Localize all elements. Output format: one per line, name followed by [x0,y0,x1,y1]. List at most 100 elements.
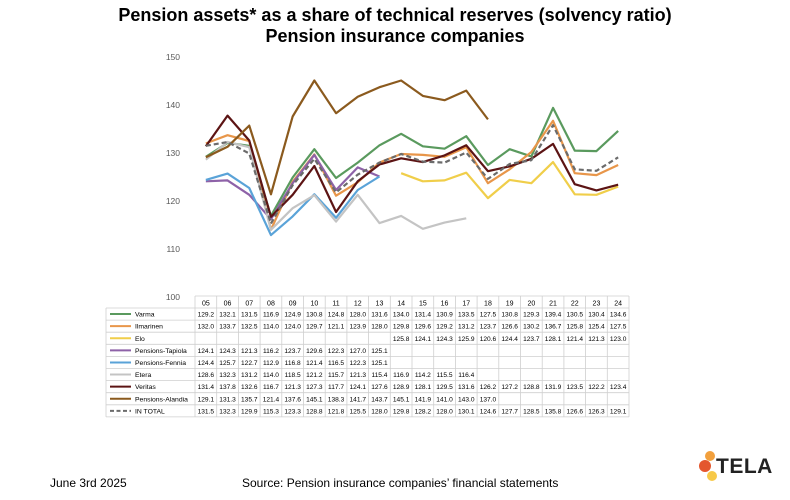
data-label: 116.2 [263,348,279,355]
data-label: 121.2 [306,372,323,379]
legend-label: IN TOTAL [135,408,165,415]
data-label: 117.7 [328,384,344,391]
series-line [205,124,619,225]
data-label: 126.2 [480,384,497,391]
data-label: 126.6 [501,324,518,331]
data-label: 124.0 [284,324,301,331]
data-label: 130.8 [501,312,518,319]
data-label: 129.5 [436,384,453,391]
legend-label: Pensions-Tapiola [135,348,187,355]
data-label: 139.4 [545,312,562,319]
data-label: 121.4 [263,396,280,403]
data-label: 137.0 [480,396,497,403]
data-label: 121.3 [284,384,301,391]
y-tick-label: 140 [166,100,180,110]
data-label: 130.2 [523,324,540,331]
data-label: 123.7 [284,348,301,355]
data-label: 130.4 [588,312,605,319]
data-label: 115.5 [437,372,453,379]
data-label: 124.1 [415,336,432,343]
data-label: 130.9 [436,312,453,319]
data-label: 123.7 [523,336,540,343]
data-label: 128.2 [415,408,432,415]
data-label: 123.0 [610,336,627,343]
data-label: 131.3 [219,396,236,403]
data-label: 143.0 [458,396,475,403]
data-label: 128.5 [523,408,540,415]
x-tick-label: 11 [332,301,339,308]
x-tick-label: 16 [441,301,449,308]
chart-subtitle: Pension insurance companies [265,26,525,46]
data-label: 128.0 [349,312,366,319]
data-label: 121.4 [566,336,583,343]
data-label: 134.0 [393,312,410,319]
legend-label: Varma [135,312,155,319]
data-label: 132.0 [198,324,215,331]
data-label: 124.6 [480,408,497,415]
data-label: 114.2 [415,372,431,379]
x-tick-label: 22 [571,301,579,308]
data-label: 116.9 [393,372,409,379]
legend-label: Pensions-Fennia [135,360,186,367]
x-tick-label: 20 [527,301,535,308]
data-label: 131.6 [371,312,388,319]
data-label: 122.7 [241,360,258,367]
data-label: 116.9 [263,312,279,319]
footer-date: June 3rd 2025 [50,476,127,490]
series-line [204,114,619,218]
data-label: 124.8 [328,312,345,319]
x-tick-label: 07 [245,301,253,308]
data-label: 125.1 [371,360,388,367]
data-label: 127.5 [480,312,497,319]
data-label: 141.7 [349,396,366,403]
y-tick-label: 130 [166,148,180,158]
data-label: 121.3 [588,336,605,343]
data-label: 134.6 [610,312,627,319]
data-label: 120.6 [480,336,497,343]
data-label: 129.9 [241,408,258,415]
data-label: 121.4 [306,360,323,367]
data-label: 124.1 [349,384,366,391]
data-label: 128.0 [371,408,388,415]
footer-source: Source: Pension insurance companies’ fin… [242,476,559,490]
x-tick-label: 21 [549,301,557,308]
data-label: 128.8 [306,408,323,415]
data-label: 129.6 [306,348,323,355]
data-label: 136.7 [545,324,562,331]
x-tick-label: 19 [506,301,514,308]
data-label: 132.6 [241,384,258,391]
logo-text: TELA [716,455,773,478]
data-label: 129.2 [436,324,453,331]
data-label: 132.1 [219,312,236,319]
series-line [205,172,381,237]
tela-logo-icon [699,451,717,481]
data-label: 141.9 [415,396,432,403]
data-label: 131.5 [241,312,258,319]
data-label: 138.3 [328,396,345,403]
data-label: 121.3 [241,348,258,355]
data-label: 122.2 [588,384,605,391]
data-label: 124.3 [219,348,236,355]
data-label: 128.1 [415,384,432,391]
data-label: 116.7 [263,384,279,391]
legend-label: Ilmarinen [135,324,163,331]
x-tick-label: 08 [267,301,275,308]
data-label: 137.8 [219,384,236,391]
data-label: 131.4 [198,384,215,391]
legend-label: Etera [135,372,151,379]
data-label: 125.8 [566,324,583,331]
data-label: 128.0 [371,324,388,331]
data-label: 124.1 [198,348,215,355]
data-label: 131.4 [415,312,432,319]
data-label: 127.5 [610,324,627,331]
data-label: 145.1 [393,396,410,403]
data-label: 128.6 [198,372,215,379]
data-label: 125.4 [588,324,605,331]
data-label: 130.5 [566,312,583,319]
legend-label: Elo [135,336,145,343]
data-label: 132.3 [219,372,236,379]
series-line [205,153,380,221]
data-label: 131.6 [458,384,475,391]
data-label: 126.6 [566,408,583,415]
x-tick-label: 17 [462,301,470,308]
